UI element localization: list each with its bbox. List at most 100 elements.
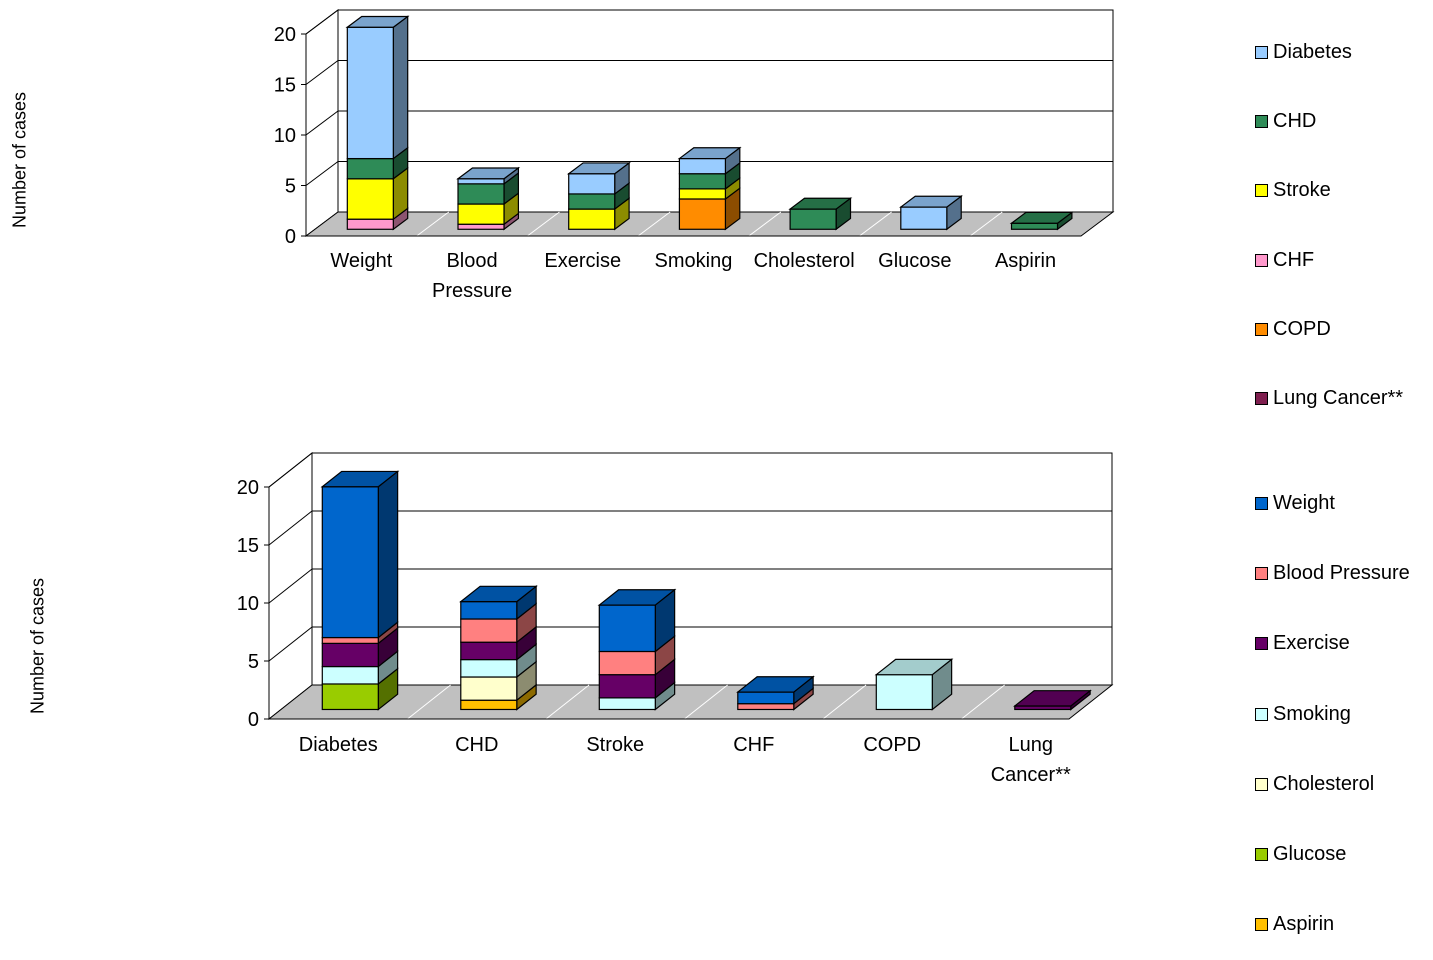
x-tick-label-glucose: Glucose <box>878 250 951 272</box>
bar-stack-chd <box>459 585 538 711</box>
legend-swatch <box>1255 566 1268 580</box>
y-tick-label: 15 <box>274 75 296 97</box>
chart-plot: 0 5 10 15 20 Weight Blood Pressure Exercise Smoki… <box>274 9 1115 302</box>
bar-segment-weight-stroke <box>346 166 409 221</box>
bar-segment-blood-pressure-diabetes <box>456 166 521 186</box>
x-tick-label-cholesterol: Cholesterol <box>754 250 855 272</box>
bar-segment-chd-weight <box>459 585 538 621</box>
y-tick-label: 5 <box>285 176 296 198</box>
x-tick-label-chd: CHD <box>455 734 498 756</box>
legend-swatch <box>1255 848 1268 862</box>
y-tick-label: 20 <box>274 24 296 46</box>
chart-legend: Weight Blood Pressure Exercise Smoking Chole… <box>1255 468 1410 960</box>
category-divider <box>637 211 671 237</box>
legend-swatch <box>1255 115 1268 129</box>
legend-item-copd: COPD <box>1255 295 1403 364</box>
category-divider <box>545 684 590 720</box>
legend-label: Cholesterol <box>1273 772 1375 795</box>
gridline <box>305 161 339 186</box>
legend-label: Weight <box>1273 491 1335 514</box>
chart-risk-factors: Number of cases 0 5 10 15 20 Weight Blood Press… <box>0 0 1433 440</box>
legend-label: Exercise <box>1273 632 1350 655</box>
bar-segment-stroke-weight <box>597 588 677 653</box>
legend-swatch <box>1255 777 1268 791</box>
legend-label: Stroke <box>1273 179 1331 202</box>
gridline <box>305 60 339 85</box>
legend-label: Lung Cancer** <box>1273 387 1404 410</box>
bar-stack-blood-pressure <box>456 166 521 231</box>
category-divider <box>748 211 782 237</box>
gridline <box>305 110 339 136</box>
bar-segment-aspirin-chd <box>1009 211 1074 231</box>
legend-label: Blood Pressure <box>1273 561 1410 584</box>
legend-label: CHF <box>1273 248 1315 271</box>
x-tick-label-diabetes: Diabetes <box>299 734 378 756</box>
gridline <box>268 452 313 488</box>
y-tick-label: 10 <box>274 125 296 147</box>
bar-stack-smoking <box>677 146 742 231</box>
legend-swatch <box>1255 46 1268 60</box>
gridline <box>268 568 313 604</box>
legend-label: CHD <box>1273 110 1317 133</box>
legend-item-diabetes: Diabetes <box>1255 18 1403 87</box>
legend-item-exercise: Exercise <box>1255 609 1410 679</box>
bar-segment-smoking-diabetes <box>677 146 742 175</box>
gridline <box>268 626 313 662</box>
legend-item-glucose: Glucose <box>1255 819 1410 889</box>
legend-item-lung-cancer: Lung Cancer** <box>1255 364 1403 433</box>
bar-segment-stroke-blood-pressure <box>598 634 676 676</box>
y-tick-label: 15 <box>237 535 259 557</box>
bar-stack-aspirin <box>1009 211 1074 231</box>
legend-swatch <box>1255 918 1268 932</box>
bar-segment-exercise-chd <box>568 181 630 211</box>
bar-segment-weight-diabetes <box>345 15 410 160</box>
chart-legend: Diabetes CHD Stroke CHF COPD Lung Cancer** <box>1255 18 1403 433</box>
legend-item-cholesterol: Cholesterol <box>1255 749 1410 819</box>
bar-stack-cholesterol <box>788 197 853 231</box>
category-divider <box>527 211 560 237</box>
bar-stack-copd <box>874 658 954 711</box>
legend-label: COPD <box>1273 317 1331 340</box>
gridline <box>268 510 313 546</box>
x-tick-label-weight: Weight <box>330 250 392 272</box>
category-divider <box>859 211 892 237</box>
category-divider <box>684 684 728 720</box>
x-tick-label-chf: CHF <box>733 734 774 756</box>
x-tick-label-smoking: Smoking <box>655 250 733 272</box>
legend-item-weight: Weight <box>1255 468 1410 538</box>
bar-segment-exercise-stroke <box>568 197 630 231</box>
x-tick-label-blood-pressure: Blood Pressure <box>432 250 512 302</box>
y-tick-label: 5 <box>248 651 259 673</box>
bar-stack-stroke <box>597 588 677 711</box>
bar-stack-glucose <box>899 195 964 231</box>
bar-stack-diabetes <box>320 470 400 711</box>
bar-segment-glucose-diabetes <box>899 195 964 231</box>
x-tick-label-stroke: Stroke <box>586 734 644 756</box>
bar-segment-diabetes-exercise <box>321 626 399 668</box>
legend-label: Glucose <box>1273 843 1347 866</box>
bar-stack-chf <box>736 675 815 711</box>
legend-item-smoking: Smoking <box>1255 679 1410 749</box>
chart-plot: 0 5 10 15 20 Diabetes CHD Stroke CHF COPD Lung Canc… <box>237 451 1114 786</box>
legend-item-stroke: Stroke <box>1255 156 1403 225</box>
bar-segment-lung-cancer-exercise <box>1013 689 1092 711</box>
bar-stack-weight <box>345 15 410 231</box>
legend-item-aspirin: Aspirin <box>1255 890 1410 960</box>
legend-swatch <box>1255 392 1268 406</box>
bar-segment-blood-pressure-stroke <box>457 192 520 226</box>
legend-item-chd: CHD <box>1255 87 1403 156</box>
legend-swatch <box>1255 496 1268 510</box>
bar-stack-lung-cancer <box>1013 689 1092 711</box>
legend-swatch <box>1255 322 1268 336</box>
x-tick-label-lung-cancer: Lung Cancer** <box>991 734 1071 786</box>
bar-segment-diabetes-glucose <box>321 667 399 711</box>
legend-swatch <box>1255 637 1268 651</box>
y-tick-label: 10 <box>237 593 259 615</box>
legend-label: Smoking <box>1273 702 1351 725</box>
category-divider <box>822 684 867 720</box>
legend-label: Diabetes <box>1273 41 1352 64</box>
legend-swatch <box>1255 253 1268 267</box>
legend-swatch <box>1255 707 1268 721</box>
bar-segment-exercise-diabetes <box>566 161 631 196</box>
gridline <box>305 9 339 35</box>
